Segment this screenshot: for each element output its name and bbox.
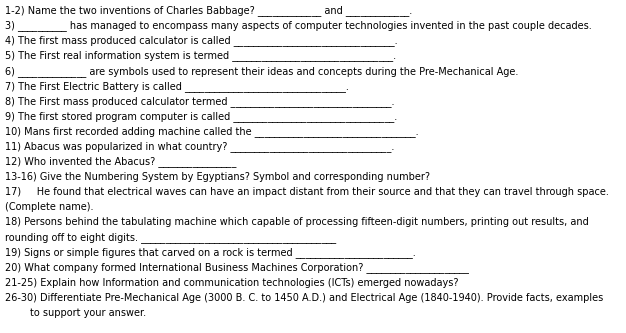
Text: 12) Who invented the Abacus? ________________: 12) Who invented the Abacus? ___________… (5, 157, 237, 167)
Text: 26-30) Differentiate Pre-Mechanical Age (3000 B. C. to 1450 A.D.) and Electrical: 26-30) Differentiate Pre-Mechanical Age … (5, 293, 603, 303)
Text: to support your answer.: to support your answer. (5, 308, 146, 318)
Text: 6) ______________ are symbols used to represent their ideas and concepts during : 6) ______________ are symbols used to re… (5, 66, 518, 77)
Text: 9) The first stored program computer is called _________________________________: 9) The first stored program computer is … (5, 111, 398, 122)
Text: 21-25) Explain how Information and communication technologies (ICTs) emerged now: 21-25) Explain how Information and commu… (5, 278, 458, 288)
Text: 4) The first mass produced calculator is called ________________________________: 4) The first mass produced calculator is… (5, 35, 398, 46)
Text: 19) Signs or simple figures that carved on a rock is termed ____________________: 19) Signs or simple figures that carved … (5, 247, 416, 258)
Text: 7) The First Electric Battery is called _________________________________.: 7) The First Electric Battery is called … (5, 81, 349, 92)
Text: 18) Persons behind the tabulating machine which capable of processing fifteen-di: 18) Persons behind the tabulating machin… (5, 217, 589, 227)
Text: 13-16) Give the Numbering System by Egyptians? Symbol and corresponding number?: 13-16) Give the Numbering System by Egyp… (5, 172, 430, 182)
Text: 11) Abacus was popularized in what country? _________________________________.: 11) Abacus was popularized in what count… (5, 141, 394, 152)
Text: 1-2) Name the two inventions of Charles Babbage? _____________ and _____________: 1-2) Name the two inventions of Charles … (5, 5, 413, 16)
Text: rounding off to eight digits. ________________________________________: rounding off to eight digits. __________… (5, 232, 336, 243)
Text: 3) __________ has managed to encompass many aspects of computer technologies inv: 3) __________ has managed to encompass m… (5, 20, 592, 31)
Text: 20) What company formed International Business Machines Corporation? ___________: 20) What company formed International Bu… (5, 262, 469, 273)
Text: (Complete name).: (Complete name). (5, 202, 93, 212)
Text: 8) The First mass produced calculator termed _________________________________.: 8) The First mass produced calculator te… (5, 96, 394, 107)
Text: 5) The First real information system is termed _________________________________: 5) The First real information system is … (5, 50, 396, 61)
Text: 10) Mans first recorded adding machine called the ______________________________: 10) Mans first recorded adding machine c… (5, 126, 419, 137)
Text: 17)     He found that electrical waves can have an impact distant from their sou: 17) He found that electrical waves can h… (5, 187, 609, 197)
